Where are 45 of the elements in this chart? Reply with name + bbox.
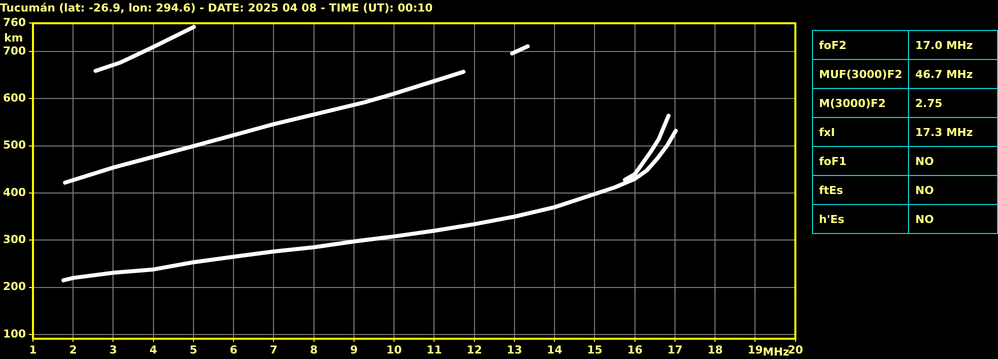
- x-tick-label: 6: [230, 343, 238, 356]
- category-label: MUF(3000)F2: [812, 60, 909, 88]
- category-label: M(3000)F2: [812, 88, 909, 118]
- x-tick-label: 9: [350, 343, 358, 356]
- y-tick-label: 100: [2, 327, 26, 340]
- x-tick-label: 4: [150, 343, 158, 356]
- x-tick-label: 2: [69, 343, 77, 356]
- y-tick-label: 600: [2, 92, 26, 105]
- y-tick-label: 300: [2, 233, 26, 246]
- category-label: h'Es: [812, 204, 909, 234]
- x-tick-label: 7: [270, 343, 278, 356]
- text: NO: [915, 184, 934, 196]
- text: 17.3 MHz: [915, 126, 973, 138]
- x-axis-title: MHz: [762, 345, 790, 358]
- x-tick-label: 10: [386, 343, 402, 356]
- x-tick-label: 19: [748, 343, 763, 356]
- chart-title: Tucumán (lat: -26.9, lon: 294.6) - DATE: 2025 04 08 - TIME (UT): 00:10: [0, 1, 433, 14]
- x-tick-label: 8: [310, 343, 318, 356]
- category-label: foF2: [812, 30, 909, 60]
- category-label: foF1: [812, 146, 909, 176]
- text: 17.0 MHz: [915, 38, 973, 52]
- text: 2.75: [915, 96, 942, 110]
- y-tick-label: 700: [2, 44, 26, 58]
- text: NO: [915, 212, 934, 226]
- x-tick-label: 1: [29, 343, 37, 356]
- x-tick-label: 18: [707, 343, 723, 356]
- x-tick-label: 5: [190, 343, 198, 356]
- y-tick-label: 200: [2, 280, 26, 294]
- category-label: fxI: [812, 118, 909, 146]
- text: NO: [915, 154, 934, 168]
- y-axis-title: km: [4, 32, 23, 45]
- category-label: ftEs: [812, 176, 909, 204]
- x-tick-label: 17: [667, 343, 683, 356]
- x-tick-label: 20: [788, 343, 804, 356]
- x-tick-label: 11: [426, 343, 442, 356]
- y-tick-label: 760: [2, 16, 26, 30]
- x-tick-label: 14: [546, 343, 563, 356]
- x-tick-label: 16: [627, 343, 643, 356]
- x-tick-label: 3: [109, 343, 118, 356]
- x-tick-label: 12: [466, 343, 482, 356]
- x-tick-label: 13: [506, 343, 522, 356]
- text: 46.7 MHz: [915, 68, 973, 80]
- y-tick-label: 400: [2, 186, 26, 199]
- y-tick-label: 500: [2, 138, 26, 152]
- x-tick-label: 15: [587, 343, 602, 356]
